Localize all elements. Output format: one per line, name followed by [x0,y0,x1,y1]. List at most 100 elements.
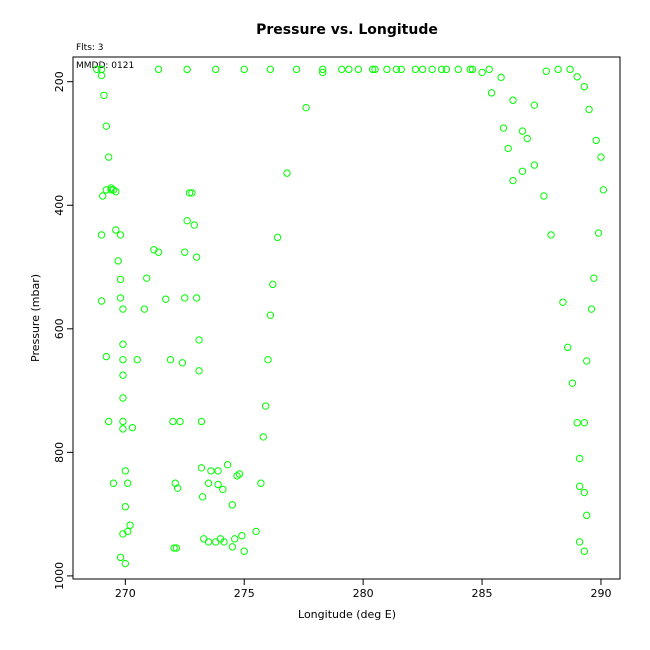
data-point [468,65,477,74]
data-point [176,417,184,426]
data-point [368,65,377,74]
data-point [345,65,353,74]
y-tick-label: 400 [53,195,66,216]
data-point [112,226,120,234]
plot-frame [72,56,621,580]
data-point [116,294,125,302]
x-tick-label: 285 [472,587,493,600]
data-point [214,480,222,489]
data-point [583,511,591,520]
data-point [599,186,608,194]
data-point [97,297,106,305]
data-point [563,343,572,352]
data-point [583,357,591,365]
x-tick-label: 270 [115,587,136,600]
x-axis-ticks: 270 275 280 285 290 [115,579,611,600]
data-point [504,144,512,153]
data-point [292,65,301,74]
data-point [181,248,189,256]
data-point [547,231,555,239]
data-point [121,467,130,475]
data-point [104,153,113,161]
data-point [454,65,462,74]
data-point [133,355,141,364]
data-point [587,305,596,313]
data-point [573,73,581,81]
data-point [580,488,589,497]
data-point [542,67,550,75]
data-point [107,184,115,192]
y-tick-label: 200 [53,71,66,92]
data-point [154,248,163,256]
data-point [214,467,222,475]
y-tick-label: 1000 [53,562,66,590]
data-point [190,221,198,229]
data-point [223,461,232,469]
x-tick-label: 275 [234,587,255,600]
data-point [518,167,527,175]
data-points [93,65,608,568]
data-point [523,134,531,143]
data-point [418,65,427,74]
data-point [240,65,248,74]
data-point [211,538,220,546]
chart-title: Pressure vs. Longitude [256,22,438,38]
data-point [192,253,201,261]
data-point [580,547,589,555]
data-point [119,305,127,313]
data-point [573,419,581,427]
data-point [124,479,132,487]
data-point [509,176,517,185]
data-point [185,189,194,197]
data-point [575,482,584,491]
y-tick-label: 600 [53,318,66,339]
data-point [594,229,603,237]
data-point [392,65,401,74]
data-point [119,417,127,426]
data-point [181,294,189,302]
data-point [188,189,196,197]
data-point [104,417,113,426]
data-point [487,89,496,97]
data-point [428,65,436,74]
data-point [257,479,265,487]
data-point [170,544,178,552]
data-point [166,355,175,364]
data-point [585,105,593,114]
data-point [252,527,260,536]
data-point [411,65,420,74]
data-point [540,192,548,200]
x-tick-label: 280 [353,587,374,600]
data-point [597,153,605,161]
data-point [466,65,474,74]
data-point [319,68,327,77]
data-point [228,543,237,551]
data-point [207,467,215,475]
data-point [128,423,137,432]
data-point [518,127,527,135]
date-label: MMDD: 0121 [76,61,134,71]
data-point [102,122,110,130]
data-point [102,352,110,361]
data-point [575,538,584,546]
data-point [119,340,127,348]
data-point [509,96,517,104]
data-point [530,101,539,109]
y-axis-label: Pressure (mbar) [29,274,42,362]
data-point [261,402,270,410]
data-point [530,161,539,169]
data-point [178,359,187,367]
data-point [499,124,508,132]
data-point [197,417,206,426]
data-point [119,394,127,402]
data-point [233,472,241,480]
data-point [102,186,110,194]
data-point [200,535,208,543]
data-point [338,65,346,74]
data-point [580,419,589,427]
data-point [497,73,505,82]
data-point [140,305,149,313]
data-point [590,274,598,282]
data-point [93,65,101,74]
data-point [566,65,574,74]
